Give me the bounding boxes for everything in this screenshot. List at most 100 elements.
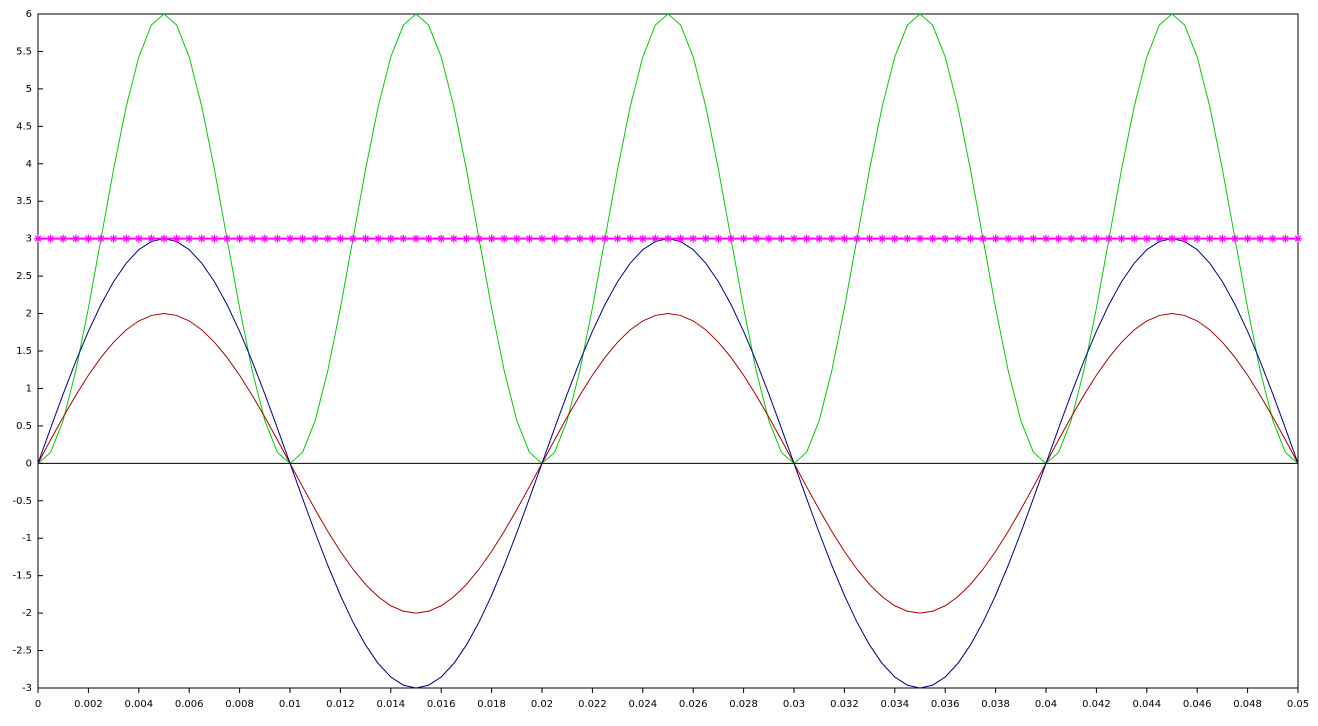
series-marker	[172, 234, 181, 243]
series-marker	[575, 234, 584, 243]
series-marker	[59, 234, 68, 243]
series-marker	[286, 234, 294, 243]
series-marker	[802, 234, 811, 243]
series-marker	[386, 234, 395, 243]
series-marker	[1218, 234, 1227, 243]
y-tick-label: 2.5	[16, 271, 32, 282]
x-tick-label: 0.048	[1233, 699, 1262, 710]
series-marker	[185, 234, 194, 243]
series-marker	[273, 234, 282, 243]
series-marker	[601, 234, 609, 243]
x-tick-label: 0.024	[628, 699, 657, 710]
series-marker	[1268, 234, 1277, 243]
x-tick-label: 0.02	[531, 699, 553, 710]
series-marker	[550, 234, 559, 243]
y-tick-label: 1	[26, 383, 32, 394]
x-tick-label: 0.022	[578, 699, 607, 710]
plot-frame	[37, 13, 1299, 689]
x-tick-label: 0.03	[783, 699, 805, 710]
series-marker	[1294, 234, 1302, 243]
x-tick-label: 0.004	[124, 699, 153, 710]
series-marker	[71, 234, 80, 243]
series-marker	[1168, 234, 1176, 243]
y-tick-label: 5	[26, 84, 32, 95]
x-tick-label: 0.014	[376, 699, 405, 710]
series-marker	[311, 234, 320, 243]
series-marker	[664, 234, 672, 243]
y-tick-label: 1.5	[16, 346, 32, 357]
x-tick-label: 0.05	[1287, 699, 1309, 710]
series-marker	[752, 234, 761, 243]
x-tick-label: 0.026	[679, 699, 708, 710]
x-tick-label: 0.01	[279, 699, 301, 710]
series-marker	[739, 234, 748, 243]
series-line	[37, 313, 1299, 614]
y-tick-label: 3	[26, 234, 32, 245]
series-marker	[764, 234, 773, 243]
series-marker	[1042, 234, 1050, 243]
series-marker	[853, 234, 861, 243]
series-marker	[689, 234, 698, 243]
series-marker	[147, 234, 156, 243]
series-marker	[298, 234, 307, 243]
series-marker	[815, 234, 824, 243]
series-marker	[1117, 234, 1126, 243]
series-marker	[399, 234, 408, 243]
y-tick-label: -3	[22, 683, 32, 694]
y-tick-label: 4.5	[16, 121, 32, 132]
y-tick-label: 0	[26, 458, 32, 469]
series-marker	[1180, 234, 1189, 243]
y-tick-label: 5.5	[16, 46, 32, 57]
series-marker	[109, 234, 118, 243]
series-marker	[1155, 234, 1164, 243]
x-tick-label: 0.032	[830, 699, 859, 710]
x-tick-label: 0.002	[74, 699, 103, 710]
series-marker	[235, 234, 244, 243]
series-marker	[727, 234, 735, 243]
series-marker	[374, 234, 383, 243]
series-marker	[903, 234, 912, 243]
series-marker	[1142, 234, 1151, 243]
series-marker	[991, 234, 1000, 243]
series-marker	[1256, 234, 1265, 243]
series-marker	[437, 234, 446, 243]
series-marker	[941, 234, 950, 243]
series-marker	[1079, 234, 1088, 243]
series-marker	[1231, 234, 1239, 243]
series-marker	[626, 234, 635, 243]
x-tick-label: 0.04	[1035, 699, 1057, 710]
series-marker	[487, 234, 496, 243]
x-tick-label: 0	[35, 699, 41, 710]
series-marker	[424, 234, 433, 243]
x-tick-label: 0.012	[326, 699, 355, 710]
series-marker	[449, 234, 458, 243]
series-marker	[134, 234, 143, 243]
y-tick-label: -2	[22, 608, 32, 619]
x-tick-label: 0.044	[1132, 699, 1161, 710]
x-tick-label: 0.036	[931, 699, 960, 710]
series-marker	[1067, 234, 1076, 243]
series-marker	[676, 234, 685, 243]
y-tick-label: 2	[26, 309, 32, 320]
series-marker	[122, 234, 131, 243]
series-marker	[84, 234, 93, 243]
series-marker	[525, 234, 534, 243]
x-tick-label: 0.046	[1183, 699, 1212, 710]
series-marker	[701, 234, 710, 243]
series-marker	[966, 234, 975, 243]
series-marker	[1105, 234, 1113, 243]
series-marker	[223, 234, 231, 243]
series-marker	[500, 234, 509, 243]
series-marker	[651, 234, 660, 243]
y-tick-label: 4	[26, 159, 32, 170]
series-marker	[1092, 234, 1101, 243]
series-marker	[34, 234, 42, 243]
series-marker	[865, 234, 874, 243]
y-tick-label: -1	[22, 533, 32, 544]
series-marker	[361, 234, 370, 243]
series-marker	[512, 234, 521, 243]
series-marker	[840, 234, 849, 243]
x-tick-label: 0.028	[729, 699, 758, 710]
series-marker	[827, 234, 836, 243]
